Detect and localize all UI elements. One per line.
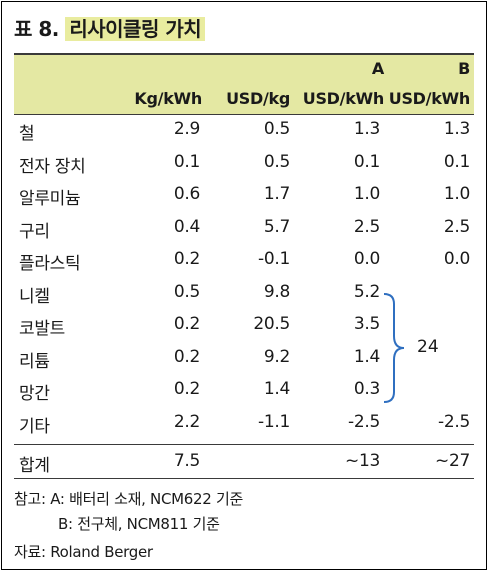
table-cell: 3.5 — [353, 314, 380, 334]
header-group-b: B — [458, 59, 470, 78]
total-usd-kwh-b: ~27 — [435, 451, 470, 471]
table-cell: 1.4 — [263, 379, 290, 399]
table-cell: 2.9 — [173, 119, 200, 139]
table-cell: 2.2 — [173, 412, 200, 432]
note-line-2: B: 전구체, NCM811 기준 — [58, 515, 220, 533]
title-highlight: 리사이클링 가치 — [65, 17, 206, 41]
header-group-a: A — [371, 59, 384, 78]
table-cell: 0.1 — [353, 152, 380, 172]
table-cell: 9.8 — [263, 282, 290, 302]
table-cell: 1.0 — [443, 184, 470, 204]
table-cell: 0.6 — [173, 184, 200, 204]
table-cell: 0.3 — [353, 379, 380, 399]
table-cell: 5.2 — [353, 282, 380, 302]
row-label: 전자 장치 — [19, 157, 86, 177]
table-cell: 0.2 — [173, 347, 200, 367]
row-label: 코발트 — [19, 319, 66, 339]
total-usd-kwh-a: ~13 — [345, 451, 380, 471]
table-cell: -1.1 — [258, 412, 290, 432]
total-kg-kwh: 7.5 — [173, 451, 200, 471]
header-col-kg-kwh: Kg/kWh — [134, 89, 202, 108]
table-header: A B Kg/kWh USD/kg USD/kWh USD/kWh — [14, 53, 474, 115]
table-cell: 0.0 — [443, 249, 470, 269]
title-prefix: 표 8. — [14, 17, 59, 41]
header-col-usd-kwh-a: USD/kWh — [302, 89, 385, 108]
table-cell: 2.5 — [353, 217, 380, 237]
header-col-usd-kwh-b: USD/kWh — [388, 89, 471, 108]
note-line-1: 참고: A: 배터리 소재, NCM622 기준 — [14, 490, 243, 508]
row-label: 니켈 — [19, 287, 50, 307]
table-cell: 1.3 — [443, 119, 470, 139]
table-cell: 2.5 — [443, 217, 470, 237]
table-cell: 1.3 — [353, 119, 380, 139]
row-label: 플라스틱 — [19, 254, 81, 274]
table-bottom-rule — [14, 478, 474, 479]
table-cell: 0.5 — [173, 282, 200, 302]
table-cell: 0.2 — [173, 249, 200, 269]
row-label: 기타 — [19, 417, 50, 437]
source-note: 자료: Roland Berger — [14, 543, 153, 561]
table-cell: 0.1 — [173, 152, 200, 172]
row-label: 리튬 — [19, 352, 50, 372]
table-cell: 1.7 — [263, 184, 290, 204]
table-cell: 0.2 — [173, 379, 200, 399]
table-cell: 1.0 — [353, 184, 380, 204]
row-label: 망간 — [19, 384, 50, 404]
row-label: 철 — [19, 124, 35, 144]
brace-sum-value: 24 — [417, 337, 439, 357]
table-cell: 0.1 — [443, 152, 470, 172]
table-cell: 0.5 — [263, 119, 290, 139]
table-cell: 1.4 — [353, 347, 380, 367]
table-cell: 0.5 — [263, 152, 290, 172]
table-cell: -2.5 — [348, 412, 380, 432]
total-label: 합계 — [19, 456, 50, 476]
table-title: 표 8. 리사이클링 가치 — [14, 12, 206, 46]
table-cell: 0.2 — [173, 314, 200, 334]
table-cell: -2.5 — [438, 412, 470, 432]
total-separator — [14, 444, 474, 445]
table-cell: 20.5 — [253, 314, 290, 334]
table-cell: 0.0 — [353, 249, 380, 269]
row-label: 구리 — [19, 222, 50, 242]
table-cell: -0.1 — [258, 249, 290, 269]
header-col-usd-kg: USD/kg — [226, 89, 290, 108]
table-cell: 5.7 — [263, 217, 290, 237]
table-cell: 0.4 — [173, 217, 200, 237]
curly-brace-icon — [383, 293, 405, 403]
row-label: 알루미늄 — [19, 189, 81, 209]
table-cell: 9.2 — [263, 347, 290, 367]
